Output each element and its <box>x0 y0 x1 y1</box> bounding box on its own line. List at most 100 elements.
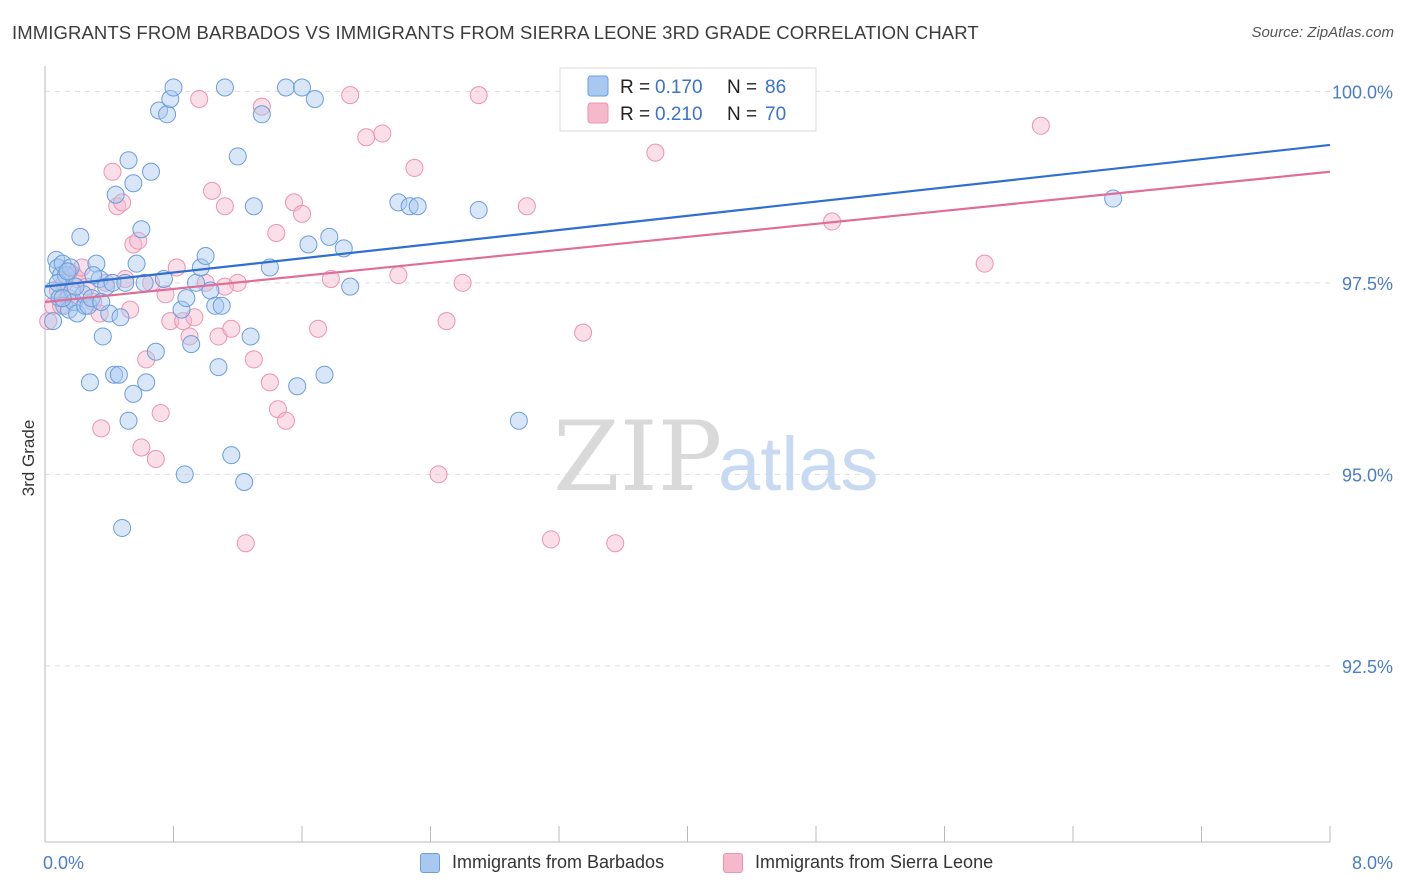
y-tick-label: 97.5% <box>1342 274 1393 294</box>
data-point <box>321 269 340 288</box>
legend-r-label: R = <box>620 104 650 125</box>
y-tick-label: 92.5% <box>1342 657 1393 677</box>
legend-n-label: N = <box>727 104 757 125</box>
data-point <box>92 419 111 438</box>
trend-line <box>44 170 1331 304</box>
legend-swatch-barbados <box>587 75 609 97</box>
data-point <box>158 105 177 124</box>
data-point <box>113 193 132 212</box>
data-point <box>137 373 156 392</box>
y-tick-label: 95.0% <box>1342 465 1393 485</box>
data-point <box>389 266 408 285</box>
data-point <box>252 97 271 116</box>
source-label: Source: ZipAtlas.com <box>1251 24 1394 41</box>
data-point <box>975 254 994 273</box>
data-point <box>119 151 138 170</box>
data-point <box>109 365 128 384</box>
data-point <box>93 327 112 346</box>
data-point <box>124 174 143 193</box>
data-point <box>127 254 146 273</box>
legend-swatch-sierra-leone <box>723 852 743 873</box>
data-point <box>58 262 77 281</box>
y-tick-label: 100.0% <box>1332 82 1393 102</box>
data-point <box>196 247 215 266</box>
data-point <box>190 89 209 108</box>
legend-top: R = 0.170 N = 86 R = 0.210 N = 70 <box>559 67 817 132</box>
data-point <box>408 197 427 216</box>
data-point <box>509 411 528 430</box>
data-point <box>164 78 183 97</box>
legend-swatch-sierra-leone <box>587 102 609 124</box>
data-point <box>244 197 263 216</box>
data-point <box>172 300 191 319</box>
data-point <box>105 365 124 384</box>
legend-r-label: R = <box>620 77 650 98</box>
tick-labels: 92.5% 95.0% 97.5% 100.0% 0.0% 8.0% <box>43 82 1393 873</box>
legend-label-barbados: Immigrants from Barbados <box>452 852 665 872</box>
data-point <box>106 185 125 204</box>
data-point <box>341 86 360 105</box>
data-point <box>53 289 72 308</box>
data-point <box>142 162 161 181</box>
data-point <box>132 438 151 457</box>
trend-line <box>44 143 1331 288</box>
data-point <box>113 518 132 537</box>
data-point <box>182 335 201 354</box>
data-point <box>469 86 488 105</box>
data-point <box>161 312 180 331</box>
legend-swatch-barbados <box>420 852 440 873</box>
watermark-atlas: atlas <box>718 422 879 507</box>
data-point <box>44 312 63 331</box>
data-point <box>177 289 196 308</box>
data-point <box>469 201 488 220</box>
series-sierra-leone-points <box>39 86 1050 553</box>
data-point <box>222 319 241 338</box>
data-point <box>121 300 140 319</box>
data-point <box>235 472 254 491</box>
data-point <box>146 450 165 468</box>
trend-lines <box>44 143 1331 304</box>
data-point <box>357 128 376 147</box>
data-point <box>151 404 170 423</box>
data-point <box>146 342 165 361</box>
legend-n-value: 86 <box>765 77 786 98</box>
data-point <box>389 193 408 212</box>
data-point <box>646 143 665 162</box>
data-point <box>129 231 148 250</box>
data-point <box>453 273 472 292</box>
data-point <box>309 319 328 338</box>
data-point <box>299 235 318 254</box>
data-point <box>305 89 324 108</box>
data-point <box>137 350 156 369</box>
data-point <box>241 327 260 346</box>
data-point <box>180 327 199 346</box>
legend-r-value: 0.210 <box>655 104 703 125</box>
data-point <box>119 411 138 430</box>
data-point <box>161 89 180 108</box>
data-point <box>71 227 90 246</box>
data-point <box>66 277 85 296</box>
data-point <box>206 296 225 315</box>
data-point <box>260 373 279 392</box>
data-point <box>276 411 295 430</box>
data-point <box>209 358 228 377</box>
data-point <box>80 373 99 392</box>
legend-r-value: 0.170 <box>655 77 703 98</box>
zipatlas-watermark: ZIP atlas <box>553 401 879 513</box>
data-point <box>203 181 222 200</box>
data-point <box>293 78 311 97</box>
legend-item-barbados: Immigrants from Barbados <box>420 852 664 873</box>
data-point <box>132 220 151 239</box>
data-point <box>103 162 122 181</box>
data-point <box>606 534 625 553</box>
chart-title: IMMIGRANTS FROM BARBADOS VS IMMIGRANTS F… <box>12 22 979 43</box>
data-point <box>124 384 143 403</box>
data-point <box>315 365 334 384</box>
data-point <box>373 124 392 143</box>
data-point <box>429 465 448 484</box>
data-point <box>437 312 456 331</box>
legend-bottom: Immigrants from Barbados Immigrants from… <box>0 852 1406 878</box>
data-point <box>293 204 311 223</box>
data-point <box>517 197 536 216</box>
